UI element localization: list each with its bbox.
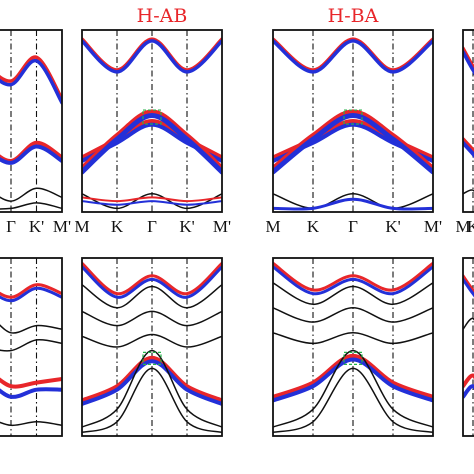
- band-line-up: [273, 353, 433, 399]
- band-line-down: [82, 200, 222, 206]
- panel-bottom-right-partial: [462, 257, 474, 437]
- band-line-down: [463, 140, 474, 159]
- x-tick-label: K: [467, 217, 474, 236]
- x-tick-label: M: [455, 217, 470, 236]
- gamma-highlight-box: [142, 109, 162, 125]
- band-line-neutral: [273, 332, 433, 345]
- band-line-down: [273, 357, 433, 403]
- x-tick-label: M': [53, 217, 71, 236]
- x-tick-label: Γ: [348, 217, 358, 236]
- band-line-neutral: [82, 333, 222, 348]
- panels-layer: [0, 29, 474, 437]
- x-tick-label: K': [179, 217, 194, 236]
- title-h-ab: H-AB: [137, 5, 188, 27]
- band-line-up: [82, 109, 222, 171]
- band-line-down: [0, 144, 62, 165]
- panel-frame: [462, 257, 474, 437]
- band-line-neutral: [0, 187, 62, 202]
- band-line-down: [0, 286, 62, 303]
- panel-frame: [272, 257, 434, 437]
- band-line-up: [82, 196, 222, 203]
- band-line-down: [82, 359, 222, 406]
- x-tick-label: M: [74, 217, 89, 236]
- band-line-up: [0, 283, 62, 299]
- band-line-neutral: [273, 367, 433, 434]
- gamma-highlight-box: [343, 109, 363, 125]
- band-line-down: [463, 384, 474, 399]
- band-line-up: [82, 355, 222, 403]
- x-tick-label: Γ: [147, 217, 157, 236]
- band-line-down: [273, 113, 433, 175]
- band-line-neutral: [463, 189, 474, 195]
- panel-frame: [81, 29, 223, 213]
- band-line-neutral: [82, 310, 222, 327]
- x-tick-label: K': [29, 217, 44, 236]
- band-line-down: [82, 39, 222, 74]
- band-line-down: [82, 265, 222, 299]
- band-line-neutral: [0, 421, 62, 427]
- band-line-up: [82, 261, 222, 296]
- band-line-neutral: [82, 283, 222, 309]
- panel-top-H-BA: [272, 29, 434, 213]
- titles-layer: H-AB H-BA: [137, 5, 379, 27]
- band-line-neutral: [0, 338, 62, 352]
- band-line-down: [463, 50, 474, 76]
- band-line-down: [82, 113, 222, 175]
- band-line-neutral: [0, 324, 62, 334]
- band-line-up: [273, 261, 433, 292]
- band-line-neutral: [0, 202, 62, 210]
- panel-top-left-partial: [0, 29, 63, 213]
- band-line-neutral: [273, 307, 433, 323]
- panel-frame: [81, 257, 223, 437]
- band-line-down: [0, 387, 62, 399]
- band-line-up: [463, 46, 474, 72]
- band-line-down: [273, 265, 433, 296]
- x-tick-label: K: [111, 217, 124, 236]
- band-line-neutral: [82, 193, 222, 210]
- title-h-ba: H-BA: [328, 5, 379, 27]
- panel-frame: [0, 257, 63, 437]
- x-tick-label: K: [307, 217, 320, 236]
- x-tick-label: M': [424, 217, 442, 236]
- band-line-up: [463, 274, 474, 294]
- band-line-up: [463, 137, 474, 155]
- panel-top-H-AB: [81, 29, 223, 213]
- band-line-down: [0, 59, 62, 105]
- band-line-neutral: [82, 349, 222, 428]
- panel-bottom-left-partial: [0, 257, 63, 437]
- panel-frame: [0, 29, 63, 213]
- band-line-up: [273, 109, 433, 171]
- panel-bottom-H-BA: [272, 257, 434, 437]
- x-tick-label: K': [385, 217, 400, 236]
- band-line-neutral: [82, 367, 222, 434]
- band-line-up: [463, 373, 474, 389]
- panel-bottom-H-AB: [81, 257, 223, 437]
- band-line-down: [273, 197, 433, 211]
- panel-frame: [462, 29, 474, 213]
- x-tick-label: M': [213, 217, 231, 236]
- band-line-down: [463, 277, 474, 298]
- band-line-neutral: [273, 193, 433, 210]
- x-tick-label: M: [265, 217, 280, 236]
- x-tick-label: Γ: [6, 217, 16, 236]
- band-line-down: [273, 39, 433, 74]
- band-line-neutral: [273, 349, 433, 428]
- band-line-up: [0, 377, 62, 389]
- band-line-neutral: [273, 282, 433, 306]
- panel-top-right-partial: [462, 29, 474, 213]
- band-line-up: [0, 55, 62, 101]
- band-line-neutral: [463, 317, 474, 330]
- panel-frame: [272, 29, 434, 213]
- x-tick-labels-layer: Γ K' M' M K Γ K' M' M K Γ K' M' MK: [6, 217, 474, 236]
